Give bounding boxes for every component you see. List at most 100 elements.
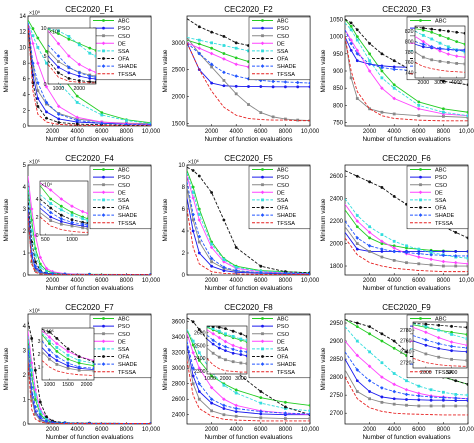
series-point	[368, 59, 371, 63]
inset-series-point	[77, 361, 81, 365]
series-point	[355, 390, 359, 393]
series-point	[197, 234, 202, 239]
x-tick-label: 8000	[120, 278, 134, 284]
inset-x-tick-label: 3000	[446, 370, 458, 376]
x-tick-label: 8000	[279, 129, 293, 135]
inset-series-point	[421, 39, 426, 44]
series-point	[191, 185, 195, 189]
inset-series-point	[70, 220, 74, 225]
legend-label: ABC	[118, 19, 130, 25]
inset-series-point	[94, 49, 96, 52]
inset-series-group	[48, 28, 96, 84]
inset-series-point	[49, 197, 53, 201]
inset-series-point	[94, 80, 96, 84]
inset-series-point	[48, 339, 51, 343]
series-point	[417, 255, 421, 259]
legend-label: ABC	[435, 168, 447, 174]
inset-series-point	[70, 211, 74, 214]
inset-y-tick-label: 2720	[400, 360, 412, 366]
series-point	[197, 251, 201, 255]
series-point	[259, 409, 263, 414]
legend-box	[248, 314, 311, 379]
series-point	[417, 384, 421, 388]
legend-marker	[419, 317, 422, 320]
x-tick-label: 8000	[279, 278, 293, 284]
y-tick-label: 3	[23, 207, 27, 213]
series-point	[222, 70, 226, 75]
legend-marker	[101, 64, 106, 68]
y-tick-label: 2800	[172, 382, 186, 388]
series-point	[234, 62, 238, 67]
x-tick-label: 10,000	[142, 427, 161, 433]
inset-series-point	[77, 355, 81, 358]
series-line-tfssa	[28, 213, 151, 275]
inset-x-tick-label: 2000	[74, 86, 86, 92]
inset-y-tick-label: 800	[405, 39, 414, 45]
inset-series-point	[437, 323, 441, 327]
series-point	[392, 259, 396, 262]
series-point	[349, 48, 353, 52]
series-point	[355, 321, 359, 325]
y-tick-label: 4	[23, 93, 27, 99]
legend-marker	[260, 362, 265, 366]
series-point	[33, 269, 37, 272]
series-point	[355, 379, 359, 383]
x-tick-label: 2000	[205, 129, 219, 135]
series-point	[392, 96, 396, 101]
series-point	[197, 218, 202, 222]
inset-series-point	[67, 71, 71, 75]
series-point	[355, 325, 359, 329]
legend-label: SHADE	[277, 362, 297, 368]
legend-label: TFSSA	[277, 72, 295, 78]
series-point	[209, 397, 214, 402]
legend-marker	[419, 175, 422, 179]
y-exponent: ×10⁶	[29, 309, 40, 315]
legend-label: TFSSA	[118, 370, 136, 376]
series-point	[284, 417, 287, 420]
inset-exponent: ×10⁵	[43, 330, 54, 336]
series-point	[417, 262, 421, 266]
inset-series-point	[57, 29, 60, 33]
inset-series-point	[81, 226, 85, 230]
legend-marker	[260, 41, 265, 46]
y-tick-label: 1	[23, 398, 27, 404]
series-point	[349, 24, 353, 28]
legend-marker	[102, 355, 105, 358]
panel-2: CEC2020_F2 2000 4000 6000 8000 10,000 1500 2000…	[162, 5, 320, 143]
x-tick-label: 6000	[412, 427, 426, 433]
inset-x-tick-label: 1000	[66, 237, 78, 243]
series-line-shade	[187, 341, 310, 415]
legend-label: PSO	[435, 175, 447, 181]
inset-y-tick-label: 2300	[194, 369, 206, 375]
series-point	[392, 239, 396, 243]
series-point	[380, 332, 384, 336]
series-point	[31, 27, 35, 30]
y-tick-label: 950	[333, 52, 344, 58]
inset-y-tick-label: 2500	[194, 343, 206, 349]
inset-series-point	[48, 210, 53, 215]
inset-series-point	[66, 361, 70, 365]
y-tick-label: 3000	[172, 366, 186, 372]
panel-1: CEC2020_F1 ×10⁹ 2000 4000 6000 8000 10,000 0 2 4 6…	[3, 5, 161, 143]
inset-y-tick-label: 5	[44, 54, 47, 60]
series-point	[222, 52, 226, 55]
inset-series-point	[47, 348, 52, 352]
series-point	[466, 404, 468, 408]
series-point	[209, 245, 214, 250]
y-tick-label: 2000	[330, 242, 344, 248]
series-point	[380, 110, 384, 114]
series-point	[247, 103, 250, 106]
inset-series-point	[55, 359, 59, 362]
legend-marker	[261, 49, 264, 53]
series-point	[222, 407, 226, 410]
series-point	[355, 225, 359, 229]
series-line-shade	[345, 351, 468, 400]
inset-series-point	[67, 37, 71, 41]
y-tick-label: 3400	[172, 335, 186, 341]
series-point	[355, 219, 360, 223]
inset-x-tick-label: 1000	[204, 376, 216, 382]
inset-series-line-tfssa	[42, 360, 94, 376]
x-tick-label: 6000	[95, 278, 109, 284]
inset-series-point	[211, 351, 215, 355]
y-tick-label: 8	[23, 61, 27, 67]
